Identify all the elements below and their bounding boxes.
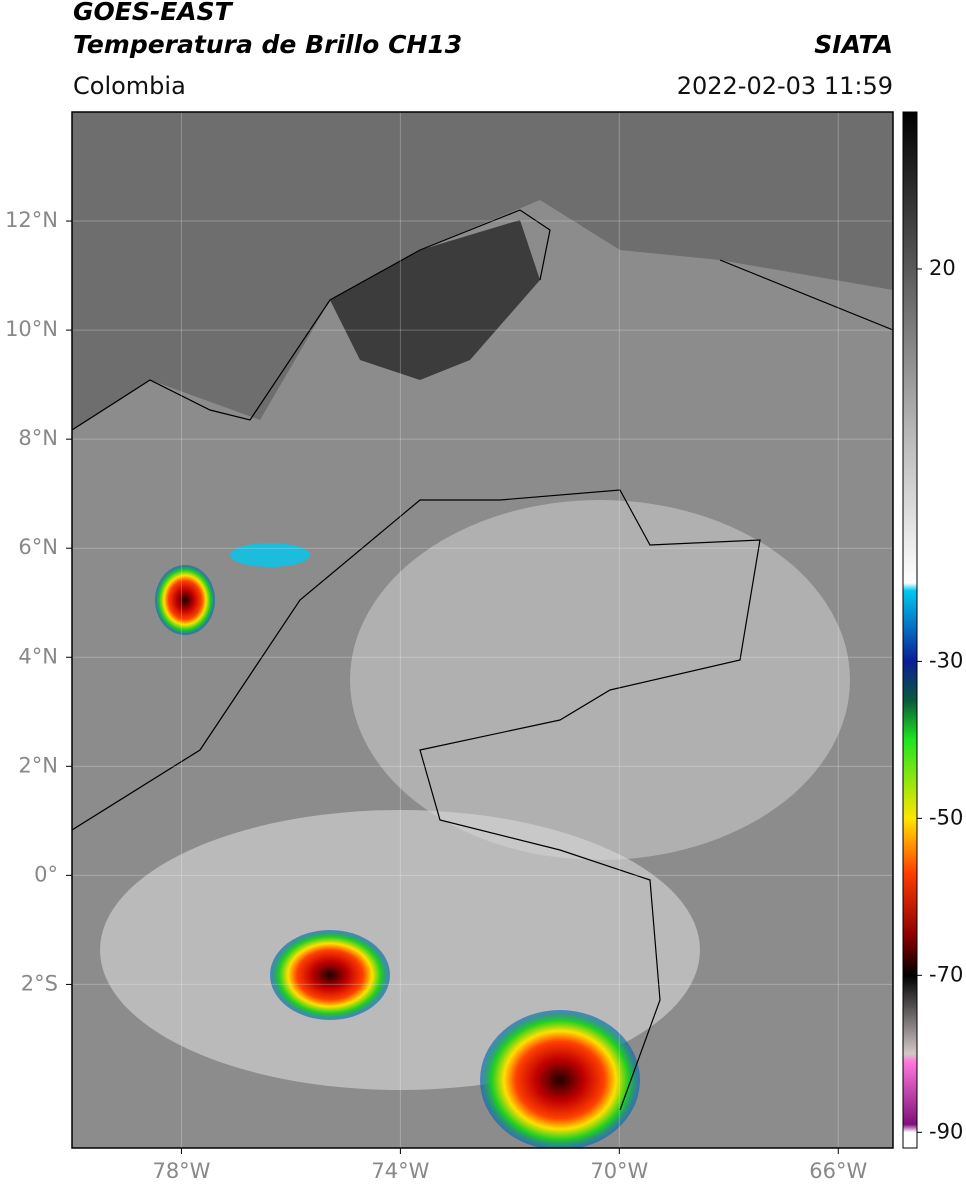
storm <box>480 1010 640 1148</box>
x-tick-label: 78°W <box>152 1159 210 1183</box>
colorbar-fill <box>902 111 918 1149</box>
storm <box>155 565 215 635</box>
map-axes: 78°W 74°W 70°W 66°W 12°N 10°N 8°N 6°N 4°N 2°N 0° 2°… <box>5 112 893 1183</box>
colorbar-tick-label: -50 <box>929 805 963 829</box>
colorbar-tick-label: 20 <box>929 256 956 280</box>
imagery <box>72 112 893 1148</box>
y-tick-label: 2°S <box>21 971 58 995</box>
datetime: 2022-02-03 11:59 <box>677 72 893 100</box>
y-tick-label: 4°N <box>18 644 58 668</box>
coastline <box>72 209 893 431</box>
title: GOES-EAST <box>73 0 234 26</box>
source: SIATA <box>814 30 893 59</box>
y-tick-label: 6°N <box>18 535 58 559</box>
y-tick-label: 12°N <box>5 208 58 232</box>
y-tick-label: 8°N <box>18 426 58 450</box>
colorbar-tick-label: -70 <box>929 962 963 986</box>
colorbar-tick-label: -30 <box>929 648 963 672</box>
x-tick-label: 74°W <box>371 1159 429 1183</box>
dry-north <box>330 220 540 380</box>
cloud <box>350 500 850 860</box>
x-tick-label: 70°W <box>590 1159 648 1183</box>
colorbar: 20 -30 -50 -70 -90 <box>902 111 963 1149</box>
border <box>72 489 761 1111</box>
y-tick-label: 2°N <box>18 753 58 777</box>
region: Colombia <box>73 72 186 100</box>
storm <box>270 930 390 1020</box>
colorbar-tick-label: -90 <box>929 1119 963 1143</box>
storm <box>230 543 310 567</box>
y-tick-label: 10°N <box>5 317 58 341</box>
x-tick-label: 66°W <box>809 1159 867 1183</box>
map-frame <box>71 111 894 1149</box>
y-tick-label: 0° <box>34 862 58 886</box>
subtitle: Temperatura de Brillo CH13 <box>73 30 462 59</box>
